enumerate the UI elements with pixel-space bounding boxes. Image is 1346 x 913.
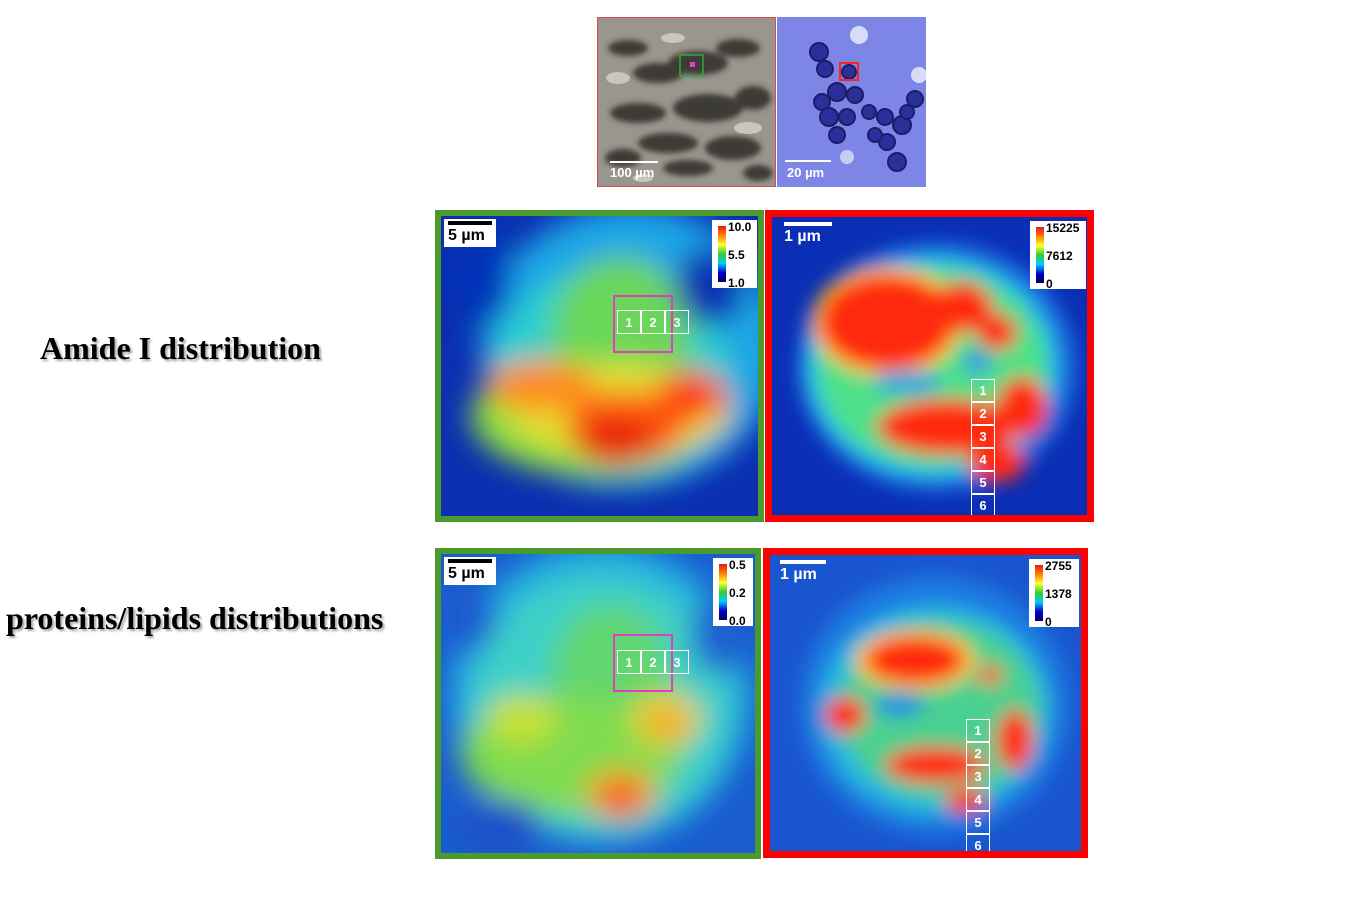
ratio-overview-map: 5 µm 0.5 0.2 0.0 1 2 3: [435, 548, 761, 859]
roi-cell: 1: [617, 650, 641, 674]
micrograph-overview: 100 µm: [597, 17, 776, 187]
ratio-cell-scalebar: 1 µm: [776, 558, 830, 586]
amide-cell-map: 1 µm 15225 7612 0 1 2 3 4 5 6: [765, 210, 1094, 522]
ratio-overview-colorbar: 0.5 0.2 0.0: [713, 558, 753, 628]
ratio-cell-map: 1 µm 2755 1378 0 1 2 3 4 5 6: [763, 548, 1088, 858]
roi-cell: 2: [641, 650, 665, 674]
colorbar-min: 1.0: [728, 276, 745, 290]
colorbar-min: 0: [1046, 277, 1053, 291]
roi-cell: 1: [971, 379, 995, 402]
micrograph-overview-image: [598, 18, 775, 186]
colorbar-min: 0.0: [729, 614, 746, 628]
amide-overview-heatmap: [441, 216, 758, 516]
roi-cell: 3: [665, 650, 689, 674]
roi-box: [613, 295, 673, 353]
micrograph-cells-scale-label: 20 µm: [787, 165, 825, 180]
amide-cell-scalebar: 1 µm: [780, 220, 836, 248]
micrograph-cells-scalebar: [785, 160, 831, 162]
amide-overview-scale-label: 5 µm: [448, 227, 485, 244]
colorbar-max: 2755: [1045, 559, 1072, 573]
colorbar-mid: 1378: [1045, 587, 1072, 601]
roi-cell: 2: [641, 310, 665, 334]
roi-cell: 6: [966, 834, 990, 851]
roi-box: [613, 634, 673, 692]
roi-cell: 2: [971, 402, 995, 425]
roi-cell: 5: [966, 811, 990, 834]
amide-cell-colorbar: 15225 7612 0: [1030, 221, 1086, 291]
micrograph-cells-image: [777, 17, 926, 187]
ratio-cell-scale-label: 1 µm: [780, 566, 817, 583]
roi-cell: 4: [966, 788, 990, 811]
colorbar-max: 10.0: [728, 220, 752, 234]
colorbar-max: 0.5: [729, 558, 746, 572]
colorbar-min: 0: [1045, 615, 1052, 629]
roi-cell: 1: [617, 310, 641, 334]
micrograph-overview-scalebar: [610, 161, 658, 163]
row-label-amide: Amide I distribution: [40, 330, 321, 366]
ratio-overview-scale-label: 5 µm: [448, 565, 485, 582]
amide-overview-colorbar: 10.0 5.5 1.0: [712, 220, 757, 290]
roi-cell: 4: [971, 448, 995, 471]
roi-cell: 6: [971, 494, 995, 515]
roi-cell: 2: [966, 742, 990, 765]
roi-cell: 3: [966, 765, 990, 788]
amide-overview-map: 5 µm 10.0 5.5 1.0 1 2 3: [435, 210, 764, 522]
amide-cell-heatmap: [772, 217, 1087, 515]
amide-cell-scale-label: 1 µm: [784, 228, 821, 245]
ratio-cell-heatmap: [770, 555, 1081, 851]
amide-overview-scalebar: 5 µm: [444, 219, 496, 247]
roi-cell: 5: [971, 471, 995, 494]
colorbar-mid: 0.2: [729, 586, 746, 600]
roi-cell: 3: [665, 310, 689, 334]
roi-cell: 1: [966, 719, 990, 742]
ratio-cell-colorbar: 2755 1378 0: [1029, 559, 1079, 629]
colorbar-max: 15225: [1046, 221, 1080, 235]
colorbar-mid: 7612: [1046, 249, 1073, 263]
micrograph-overview-scale-label: 100 µm: [610, 165, 655, 180]
micrograph-cells: 20 µm: [777, 17, 926, 187]
row-label-proteins-lipids: proteins/lipids distributions: [6, 600, 384, 636]
roi-cell: 3: [971, 425, 995, 448]
ratio-overview-heatmap: [441, 554, 755, 853]
colorbar-mid: 5.5: [728, 248, 745, 262]
ratio-overview-scalebar: 5 µm: [444, 557, 496, 585]
